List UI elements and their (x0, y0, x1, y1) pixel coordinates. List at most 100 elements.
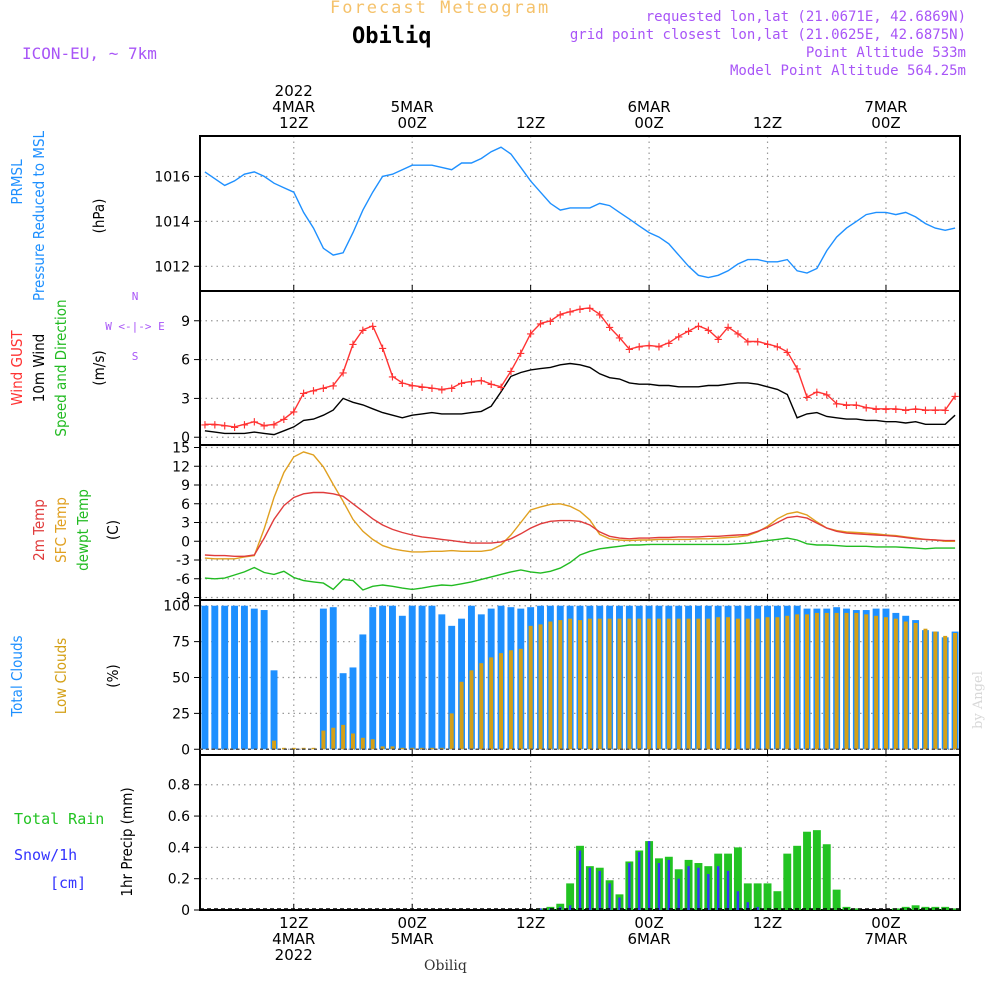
ytick-label-clouds: 75 (172, 635, 190, 651)
low-cloud-bar (903, 621, 908, 750)
ytick-label-temperature: 12 (172, 459, 190, 475)
gust-marker: + (408, 378, 416, 394)
snow-bar (667, 859, 671, 910)
panel-frame-pressure (199, 135, 961, 292)
total-cloud-bar (389, 605, 396, 750)
ytick-label-precip: 0.6 (168, 809, 190, 825)
temp-2m-line (204, 491, 956, 557)
low-cloud-bar (548, 621, 553, 750)
snow-bar (707, 873, 710, 910)
low-cloud-bar (745, 618, 750, 750)
rain-bar (773, 891, 782, 910)
gust-marker: + (773, 340, 781, 356)
xaxis-bottom-label: 6MAR (628, 930, 671, 948)
xaxis-bottom-label: 4MAR (272, 930, 315, 948)
rain-bar (763, 883, 772, 910)
temp2m-label: 2m Temp (30, 499, 48, 561)
low-cloud-bar (656, 618, 661, 750)
total-cloud-bar (231, 605, 238, 750)
low-cloud-bar (558, 620, 563, 750)
low-cloud-bar (508, 650, 513, 750)
gust-marker: + (901, 403, 909, 419)
snow-legend: Snow/1h (14, 846, 77, 864)
snow-bar (726, 870, 730, 910)
low-cloud-bar (469, 670, 474, 750)
ytick-label-temperature: -3 (176, 553, 190, 569)
total-cloud-bar (428, 605, 436, 750)
gust-marker: + (556, 307, 564, 323)
gust-marker: + (783, 345, 791, 361)
gust-marker: + (694, 319, 702, 335)
ytick-label-temperature: -6 (176, 572, 190, 588)
sfc-temp-line (204, 451, 956, 560)
low-cloud-bar (647, 618, 652, 750)
gust-marker: + (684, 324, 692, 340)
wind-speed-line (204, 362, 956, 436)
snow-bar (638, 852, 641, 910)
gust-marker: + (724, 320, 732, 336)
dewpoint-line (204, 537, 956, 591)
gust-marker: + (428, 381, 436, 397)
xaxis-bottom-label: 7MAR (864, 930, 907, 948)
low-cloud-bar (637, 618, 642, 750)
snow-bar (588, 867, 592, 910)
total-cloud-bar (359, 634, 367, 750)
pressure-label-long: Pressure Reduced to MSL (30, 130, 48, 301)
gust-marker: + (823, 388, 831, 404)
total-cloud-bar (329, 607, 337, 750)
gust-marker: + (319, 381, 327, 397)
total-cloud-bar (339, 673, 347, 750)
gust-marker: + (635, 340, 643, 356)
ytick-label-clouds: 100 (163, 599, 190, 615)
low-cloud-bar (538, 624, 543, 750)
total-cloud-bar (250, 608, 258, 750)
low-cloud-bar (587, 618, 592, 750)
total-clouds-label: Total Clouds (8, 635, 26, 717)
snow-bar (736, 891, 740, 910)
gust-marker: + (704, 323, 712, 339)
low-cloud-bar (686, 618, 691, 750)
snow-bar (716, 866, 720, 910)
low-cloud-bar (627, 618, 632, 750)
rain-bar (753, 883, 762, 910)
compass-n: N (132, 290, 139, 303)
gust-marker: + (921, 403, 929, 419)
ytick-label-pressure: 1016 (154, 169, 190, 185)
low-cloud-bar (676, 618, 681, 750)
gust-marker: + (911, 402, 919, 418)
snow-bar (618, 897, 621, 910)
gust-marker: + (349, 337, 357, 353)
gust-marker: + (576, 302, 584, 318)
gust-marker: + (892, 402, 900, 418)
low-cloud-bar (291, 747, 296, 750)
low-cloud-bar (923, 628, 928, 750)
low-cloud-bar (321, 730, 326, 750)
gust-marker: + (447, 381, 455, 397)
gust-marker: + (220, 419, 228, 435)
low-cloud-bar (341, 724, 346, 750)
gust-marker: + (309, 384, 317, 400)
gust-marker: + (477, 373, 485, 389)
xaxis-bottom-label: 00Z (871, 914, 900, 932)
total-cloud-bar (398, 615, 406, 750)
gust-marker: + (250, 415, 258, 431)
ytick-label-temperature: 9 (181, 478, 190, 494)
gust-marker: + (329, 378, 337, 394)
model-label: ICON-EU, ~ 7km (22, 44, 157, 63)
low-cloud-bar (479, 663, 484, 750)
gust-marker: + (546, 314, 554, 330)
gust-marker: + (605, 320, 613, 336)
low-cloud-bar (933, 631, 938, 750)
footer-location: Obiliq (424, 958, 467, 974)
total-cloud-bar (448, 625, 456, 750)
low-cloud-bar (874, 615, 879, 750)
xaxis-bottom-label: 00Z (634, 914, 663, 932)
ytick-label-wind: 3 (181, 391, 190, 407)
gust-marker: + (517, 346, 525, 362)
total-cloud-bar (379, 605, 387, 750)
snow-bar (746, 902, 749, 910)
rain-bar (793, 845, 802, 910)
snow-bar (578, 850, 582, 910)
temp-unit: (C) (104, 520, 122, 540)
gust-marker: + (388, 369, 396, 385)
